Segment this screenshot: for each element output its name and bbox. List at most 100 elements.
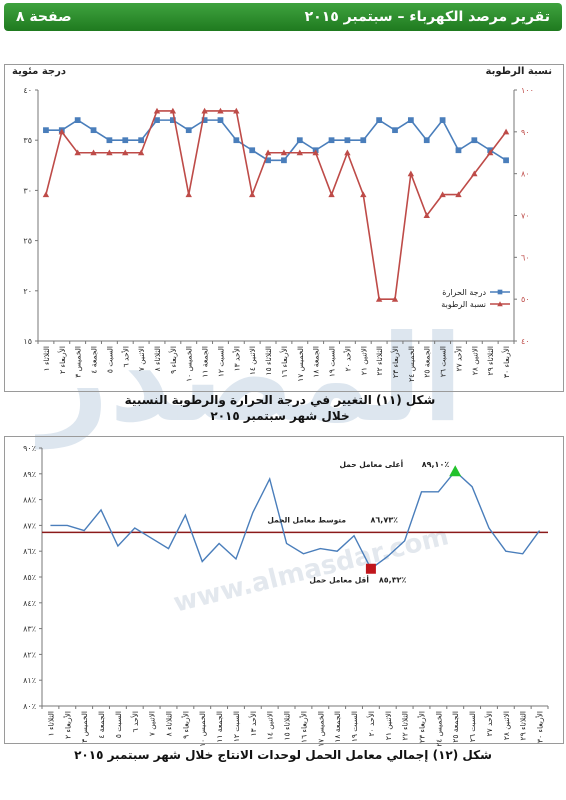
right-tick-label: ٨٠ [521,170,530,179]
category-tick-label: الاثنين ١٤ [248,346,257,375]
category-tick-label: الأربعاء ٩ [180,711,190,739]
category-tick-label: السبت ٥ [114,711,123,738]
y-tick-label: ٨٦٪ [23,547,36,556]
category-tick-label: الثلاثاء ٢٢ [375,346,384,375]
category-tick-label: الأربعاء ٢٣ [390,346,400,378]
category-tick-label: الثلاثاء ٢٩ [519,711,528,740]
series-point [471,170,478,177]
series-point [344,137,351,144]
category-tick-label: الأحد ١٣ [248,711,258,736]
category-tick-label: الثلاثاء ١٥ [283,711,292,740]
category-tick-label: الأحد ٦ [120,346,130,367]
category-tick-label: الخميس ٢٤ [407,346,416,382]
legend-label: نسبة الرطوبة [441,300,486,309]
chart1-right-axis-title: نسبة الرطوبة [485,66,552,77]
category-tick-label: الأحد ٢٧ [453,346,463,371]
series-point [185,191,192,198]
category-tick-label: السبت ٥ [105,346,114,373]
category-tick-label: الجمعة ٤ [90,346,99,374]
max-annotation-value: ٨٩,١٠٪ [422,460,450,469]
y-tick-label: ٨٣٪ [23,625,36,634]
series-point [185,127,192,134]
series-point [137,149,145,156]
category-tick-label: الاثنين ٧ [137,346,146,371]
category-tick-label: الخميس ٣ [80,711,89,743]
series-point [106,137,113,144]
series-point [471,137,478,144]
category-tick-label: السبت ١٢ [216,346,225,377]
chart1-frame [4,64,564,392]
series-point [90,149,97,156]
chart1-svg: ١٥ ٢٠ ٢٥ ٣٠ ٣٥ ٤٠ ٤٠ ٥٠ ٦٠ ٧٠ ٨٠ ٩٠ ١٠٠ الثلاثاء ١ الأ… [23,86,533,382]
category-tick-label: الخميس ٣ [74,346,83,378]
left-tick-label: ١٥ [23,337,32,346]
series-point [265,157,271,164]
category-tick-label: الأربعاء ٢ [62,711,72,739]
series-point [423,212,430,219]
y-tick-label: ٨٩٪ [23,470,36,479]
y-tick-label: ٨١٪ [23,676,36,685]
category-tick-label: الجمعة ١٨ [312,346,321,378]
series-point [217,117,224,123]
series-point [217,107,224,114]
series-point [439,191,446,198]
category-tick-label: الثلاثاء ١ [42,346,51,371]
category-tick-label: الثلاثاء ١ [46,711,55,736]
category-tick-label: الأحد ٢٧ [484,711,494,736]
min-annotation-label: أقل معامل حمل [309,575,369,585]
series-point [503,157,509,164]
min-marker [365,563,376,574]
report-title: تقرير مرصد الكهرباء – سبتمبر ٢٠١٥ [304,9,550,25]
series-point [233,107,240,114]
category-tick-label: السبت ١٢ [232,711,241,742]
chart1-left-axis-title: درجة مئوية [12,66,67,77]
category-tick-label: الخميس ٢٤ [434,711,443,746]
y-tick-label: ٩٠٪ [23,444,36,453]
avg-annotation-value: ٨٦,٧٣٪ [371,515,399,524]
series-point [439,117,446,123]
category-tick-label: الجمعة ٤ [97,711,106,739]
right-tick-label: ٦٠ [521,253,530,262]
series-point [296,149,303,156]
series-point [249,147,256,154]
category-tick-label: الاثنين ٢٨ [502,711,511,740]
category-tick-label: الخميس ١٧ [296,346,305,382]
category-tick-label: الاثنين ٢١ [384,711,393,740]
category-tick-label: الجمعة ٢٥ [451,711,460,743]
series-line [45,110,507,300]
series-point [58,128,65,135]
page-number: صفحة ٨ [16,9,72,25]
chart2-svg: ٨٠٪ ٨١٪ ٨٢٪ ٨٣٪ ٨٤٪ ٨٥٪ ٨٦٪ ٨٧٪ ٨٨٪ ٨٩٪ ٩٠٪ الثلاثا… [23,444,549,746]
series-point [391,295,399,302]
series-point [90,127,97,134]
category-tick-label: الجمعة ١١ [215,711,224,743]
left-tick-label: ٣٠ [23,186,32,195]
right-tick-label: ٥٠ [521,295,530,304]
series-point [280,149,288,156]
left-tick-label: ٢٠ [23,287,32,296]
series-line [45,118,507,162]
chart2-frame [4,436,564,744]
category-tick-label: الجمعة ٢٥ [423,346,432,378]
series-point [42,191,50,198]
category-tick-label: الجمعة ١٨ [333,711,342,743]
page-header: صفحة ٨ تقرير مرصد الكهرباء – سبتمبر ٢٠١٥ [4,3,562,31]
series-point [344,149,351,156]
series-point [138,137,145,144]
series-point [201,117,208,123]
right-tick-label: ٤٠ [521,337,530,346]
series-point [249,191,256,198]
category-tick-label: الأربعاء ٢٣ [417,711,427,743]
series-point [201,107,208,114]
series-point [360,137,367,144]
category-tick-label: الاثنين ٧ [148,711,157,736]
series-point [487,149,494,156]
left-tick-label: ٣٥ [23,136,32,145]
series-point [407,170,415,177]
watermark-logo: المصدر [40,320,463,440]
series-point [375,295,383,302]
category-tick-label: الأحد ٢٠ [366,711,376,736]
series-point [328,137,335,144]
legend-marker [497,289,503,295]
series-point [43,127,49,134]
